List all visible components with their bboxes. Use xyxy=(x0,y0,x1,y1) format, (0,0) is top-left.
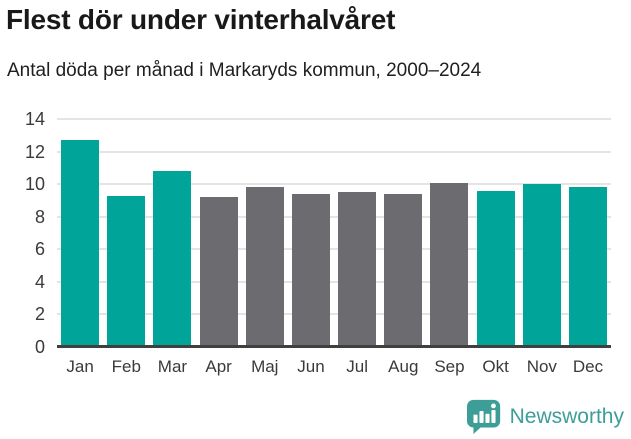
bars-container xyxy=(57,119,611,347)
x-tick-label-maj: Maj xyxy=(251,357,279,376)
gridline-12 xyxy=(57,151,611,153)
bar-dec xyxy=(568,187,607,347)
bar-cell-jan xyxy=(57,119,103,347)
bar-feb xyxy=(107,195,146,347)
bar-mar xyxy=(153,171,192,347)
bar-cell-okt xyxy=(473,119,519,347)
x-tick-label-nov: Nov xyxy=(526,357,557,376)
bar-cell-maj xyxy=(242,119,288,347)
bar-cell-sep xyxy=(426,119,472,347)
gridline-14 xyxy=(57,118,611,120)
chart-subtitle: Antal döda per månad i Markaryds kommun,… xyxy=(7,60,482,81)
x-tick-label-jun: Jun xyxy=(297,357,325,376)
y-tick-label-6: 6 xyxy=(34,239,45,259)
gridline-10 xyxy=(57,183,611,185)
y-tick-label-0: 0 xyxy=(34,337,45,357)
bar-okt xyxy=(476,190,515,347)
bar-nov xyxy=(522,184,561,347)
y-tick-label-2: 2 xyxy=(34,304,45,324)
y-tick-label-14: 14 xyxy=(24,109,45,129)
x-tick-label-apr: Apr xyxy=(205,357,232,376)
bar-jul xyxy=(338,192,377,347)
plot-area xyxy=(57,118,611,348)
x-axis-labels: Jan Feb Mar Apr Maj Jun Jul Aug Sep Okt Nov Dec xyxy=(57,357,611,377)
x-tick-label-jan: Jan xyxy=(66,357,94,376)
bar-cell-nov xyxy=(519,119,565,347)
bar-maj xyxy=(245,187,284,347)
chart-title: Flest dör under vinterhalvåret xyxy=(6,4,396,35)
bar-sep xyxy=(430,182,469,347)
y-axis-labels: 0 2 4 6 8 10 12 14 xyxy=(0,109,45,357)
bar-cell-feb xyxy=(103,119,149,347)
x-tick-label-feb: Feb xyxy=(111,357,141,376)
gridline-8 xyxy=(57,216,611,218)
y-tick-label-10: 10 xyxy=(24,174,45,194)
x-tick-label-aug: Aug xyxy=(388,357,419,376)
x-tick-label-okt: Okt xyxy=(482,357,509,376)
gridline-2 xyxy=(57,313,611,315)
y-tick-label-12: 12 xyxy=(24,142,45,162)
bar-cell-apr xyxy=(196,119,242,347)
bar-cell-aug xyxy=(380,119,426,347)
bar-jan xyxy=(61,140,100,347)
x-tick-label-sep: Sep xyxy=(434,357,465,376)
bar-apr xyxy=(199,197,238,347)
x-tick-label-jul: Jul xyxy=(346,357,368,376)
y-tick-label-4: 4 xyxy=(34,272,45,292)
x-tick-label-mar: Mar xyxy=(157,357,188,376)
bar-aug xyxy=(384,193,423,347)
newsworthy-logo: Newsworthy xyxy=(466,399,624,434)
gridline-6 xyxy=(57,248,611,250)
bar-cell-jul xyxy=(334,119,380,347)
bar-cell-mar xyxy=(149,119,195,347)
gridline-4 xyxy=(57,281,611,283)
y-tick-label-8: 8 xyxy=(34,207,45,227)
bar-chart-speech-bubble-icon xyxy=(466,399,500,434)
bar-cell-dec xyxy=(565,119,611,347)
x-tick-label-dec: Dec xyxy=(572,357,604,376)
brand-name: Newsworthy xyxy=(509,404,624,428)
bar-cell-jun xyxy=(288,119,334,347)
bar-jun xyxy=(291,193,330,347)
x-axis-line xyxy=(57,345,611,348)
